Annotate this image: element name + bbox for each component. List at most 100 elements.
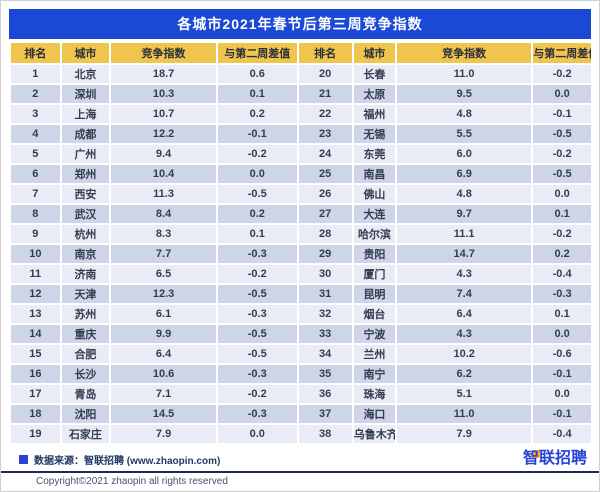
city-cell: 深圳 xyxy=(61,85,110,103)
index-cell: 6.0 xyxy=(397,145,532,163)
column-header: 竞争指数 xyxy=(111,43,216,63)
logo-accent-square-icon xyxy=(531,450,540,458)
index-cell: 12.3 xyxy=(111,285,216,303)
city-cell: 珠海 xyxy=(353,385,396,403)
diff-cell: -0.5 xyxy=(217,325,297,343)
table-row: 10 南京 7.7 -0.3 29 贵阳 14.7 0.2 xyxy=(11,245,591,263)
rank-cell: 38 xyxy=(298,425,352,443)
table-row: 2 深圳 10.3 0.1 21 太原 9.5 0.0 xyxy=(11,85,591,103)
rank-cell: 14 xyxy=(11,325,60,343)
diff-cell: -0.5 xyxy=(533,165,591,183)
rank-cell: 26 xyxy=(298,185,352,203)
index-cell: 6.5 xyxy=(111,265,216,283)
city-cell: 厦门 xyxy=(353,265,396,283)
table-row: 15 合肥 6.4 -0.5 34 兰州 10.2 -0.6 xyxy=(11,345,591,363)
diff-cell: -0.1 xyxy=(217,125,297,143)
index-cell: 11.1 xyxy=(397,225,532,243)
diff-cell: 0.0 xyxy=(217,165,297,183)
index-cell: 9.9 xyxy=(111,325,216,343)
rank-cell: 20 xyxy=(298,65,352,83)
diff-cell: 0.0 xyxy=(217,425,297,443)
index-cell: 5.5 xyxy=(397,125,532,143)
diff-cell: 0.0 xyxy=(533,85,591,103)
city-cell: 上海 xyxy=(61,105,110,123)
column-header: 与第二周差值 xyxy=(533,43,591,63)
diff-cell: -0.2 xyxy=(533,145,591,163)
diff-cell: -0.4 xyxy=(533,425,591,443)
table-row: 1 北京 18.7 0.6 20 长春 11.0 -0.2 xyxy=(11,65,591,83)
index-cell: 12.2 xyxy=(111,125,216,143)
table-row: 18 沈阳 14.5 -0.3 37 海口 11.0 -0.1 xyxy=(11,405,591,423)
index-cell: 7.1 xyxy=(111,385,216,403)
table-row: 8 武汉 8.4 0.2 27 大连 9.7 0.1 xyxy=(11,205,591,223)
city-cell: 沈阳 xyxy=(61,405,110,423)
diff-cell: 0.2 xyxy=(533,245,591,263)
index-cell: 8.3 xyxy=(111,225,216,243)
diff-cell: 0.1 xyxy=(217,85,297,103)
table-row: 13 苏州 6.1 -0.3 32 烟台 6.4 0.1 xyxy=(11,305,591,323)
diff-cell: -0.3 xyxy=(217,245,297,263)
city-cell: 宁波 xyxy=(353,325,396,343)
diff-cell: 0.2 xyxy=(217,205,297,223)
diff-cell: -0.3 xyxy=(217,405,297,423)
city-cell: 杭州 xyxy=(61,225,110,243)
source-row: 数据来源：智联招聘 (www.zhaopin.com) 智联招聘 xyxy=(1,450,599,468)
table-row: 17 青岛 7.1 -0.2 36 珠海 5.1 0.0 xyxy=(11,385,591,403)
table-row: 6 郑州 10.4 0.0 25 南昌 6.9 -0.5 xyxy=(11,165,591,183)
city-cell: 苏州 xyxy=(61,305,110,323)
city-cell: 济南 xyxy=(61,265,110,283)
table-body: 1 北京 18.7 0.6 20 长春 11.0 -0.2 2 深圳 10.3 0.1 21 太原 9.5 0… xyxy=(11,65,591,443)
rank-cell: 19 xyxy=(11,425,60,443)
column-header: 城市 xyxy=(353,43,396,63)
city-cell: 无锡 xyxy=(353,125,396,143)
city-cell: 南昌 xyxy=(353,165,396,183)
rank-cell: 35 xyxy=(298,365,352,383)
city-cell: 福州 xyxy=(353,105,396,123)
city-cell: 武汉 xyxy=(61,205,110,223)
diff-cell: 0.0 xyxy=(533,385,591,403)
city-cell: 南宁 xyxy=(353,365,396,383)
diff-cell: -0.3 xyxy=(533,285,591,303)
header-row: 排名城市竞争指数与第二周差值排名城市竞争指数与第二周差值 xyxy=(11,43,591,63)
rank-cell: 34 xyxy=(298,345,352,363)
column-header: 排名 xyxy=(298,43,352,63)
city-cell: 合肥 xyxy=(61,345,110,363)
index-cell: 11.3 xyxy=(111,185,216,203)
footer-divider xyxy=(1,471,599,473)
city-cell: 太原 xyxy=(353,85,396,103)
city-cell: 昆明 xyxy=(353,285,396,303)
index-cell: 4.8 xyxy=(397,105,532,123)
rank-cell: 8 xyxy=(11,205,60,223)
city-cell: 东莞 xyxy=(353,145,396,163)
rank-cell: 7 xyxy=(11,185,60,203)
city-cell: 北京 xyxy=(61,65,110,83)
diff-cell: -0.2 xyxy=(533,65,591,83)
index-cell: 9.7 xyxy=(397,205,532,223)
rank-cell: 24 xyxy=(298,145,352,163)
rank-cell: 15 xyxy=(11,345,60,363)
index-cell: 18.7 xyxy=(111,65,216,83)
diff-cell: 0.1 xyxy=(217,225,297,243)
table-row: 11 济南 6.5 -0.2 30 厦门 4.3 -0.4 xyxy=(11,265,591,283)
rank-cell: 28 xyxy=(298,225,352,243)
index-cell: 11.0 xyxy=(397,405,532,423)
diff-cell: 0.1 xyxy=(533,305,591,323)
city-cell: 天津 xyxy=(61,285,110,303)
rank-cell: 6 xyxy=(11,165,60,183)
index-cell: 10.6 xyxy=(111,365,216,383)
diff-cell: -0.5 xyxy=(533,125,591,143)
city-cell: 郑州 xyxy=(61,165,110,183)
city-cell: 重庆 xyxy=(61,325,110,343)
rank-cell: 27 xyxy=(298,205,352,223)
index-cell: 7.4 xyxy=(397,285,532,303)
rank-cell: 16 xyxy=(11,365,60,383)
zhaopin-logo: 智联招聘 xyxy=(523,450,587,468)
diff-cell: -0.1 xyxy=(533,405,591,423)
rank-cell: 4 xyxy=(11,125,60,143)
column-header: 城市 xyxy=(61,43,110,63)
diff-cell: -0.2 xyxy=(217,145,297,163)
rank-cell: 18 xyxy=(11,405,60,423)
index-cell: 6.4 xyxy=(111,345,216,363)
city-cell: 广州 xyxy=(61,145,110,163)
city-cell: 长春 xyxy=(353,65,396,83)
